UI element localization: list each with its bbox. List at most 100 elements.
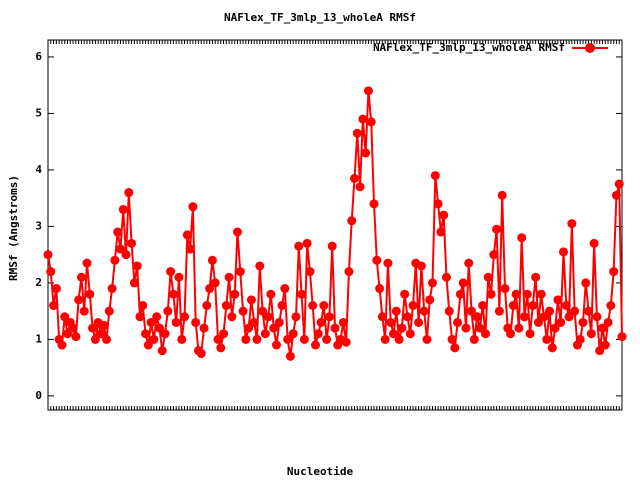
- data-point: [191, 317, 201, 327]
- data-point: [609, 267, 619, 277]
- data-point: [433, 199, 443, 209]
- data-point: [299, 334, 309, 344]
- data-point: [49, 300, 59, 310]
- data-point: [402, 312, 412, 322]
- data-point: [511, 289, 521, 299]
- data-point: [221, 300, 231, 310]
- data-point: [102, 334, 112, 344]
- data-point: [584, 306, 594, 316]
- data-point: [542, 334, 552, 344]
- data-point: [480, 329, 490, 339]
- data-point: [603, 317, 613, 327]
- data-point: [428, 278, 438, 288]
- data-point: [71, 332, 81, 342]
- data-point: [414, 317, 424, 327]
- data-point: [99, 320, 109, 330]
- data-point: [586, 329, 596, 339]
- data-point: [291, 312, 301, 322]
- data-point: [441, 272, 451, 282]
- data-point: [141, 329, 151, 339]
- data-point: [617, 332, 627, 342]
- data-point: [469, 334, 479, 344]
- data-point: [489, 250, 499, 260]
- data-point: [525, 329, 535, 339]
- y-tick-label: 1: [35, 332, 42, 345]
- data-point: [517, 233, 527, 243]
- data-point: [400, 289, 410, 299]
- data-point: [531, 272, 541, 282]
- data-point: [324, 312, 334, 322]
- data-point: [182, 230, 192, 240]
- data-point: [68, 323, 78, 333]
- data-point: [464, 258, 474, 268]
- data-point: [444, 306, 454, 316]
- data-point: [135, 312, 145, 322]
- y-tick-label: 6: [35, 50, 42, 63]
- data-point: [224, 272, 234, 282]
- data-point: [322, 334, 332, 344]
- data-point: [600, 340, 610, 350]
- data-point: [338, 317, 348, 327]
- data-point: [260, 329, 270, 339]
- data-point: [567, 219, 577, 229]
- data-point: [369, 199, 379, 209]
- plot-frame: [47, 39, 623, 411]
- data-point: [533, 317, 543, 327]
- data-point: [425, 295, 435, 305]
- data-point: [213, 334, 223, 344]
- data-point: [408, 300, 418, 310]
- data-point: [43, 250, 53, 260]
- data-point: [522, 289, 532, 299]
- data-point: [74, 295, 84, 305]
- data-point: [249, 317, 259, 327]
- data-point: [90, 334, 100, 344]
- data-point: [199, 323, 209, 333]
- data-point: [210, 278, 220, 288]
- data-point: [394, 334, 404, 344]
- data-point: [461, 323, 471, 333]
- data-point: [104, 306, 114, 316]
- data-point: [380, 334, 390, 344]
- data-point: [113, 227, 123, 237]
- data-point: [497, 190, 507, 200]
- data-point: [486, 289, 496, 299]
- data-point: [308, 300, 318, 310]
- data-line: [47, 90, 623, 357]
- data-point: [344, 267, 354, 277]
- y-tick-label: 3: [35, 219, 42, 232]
- data-point: [363, 86, 373, 96]
- data-point: [85, 289, 95, 299]
- data-point: [472, 312, 482, 322]
- data-point: [581, 278, 591, 288]
- data-point: [163, 306, 173, 316]
- data-point: [494, 306, 504, 316]
- data-point: [174, 272, 184, 282]
- data-point: [347, 216, 357, 226]
- data-point: [160, 329, 170, 339]
- data-point: [252, 334, 262, 344]
- data-point: [285, 351, 295, 361]
- data-point: [280, 284, 290, 294]
- data-point: [202, 300, 212, 310]
- data-point: [63, 329, 73, 339]
- data-point: [375, 284, 385, 294]
- data-point: [149, 334, 159, 344]
- data-point: [419, 306, 429, 316]
- data-point: [514, 323, 524, 333]
- data-point: [439, 210, 449, 220]
- data-point: [372, 255, 382, 265]
- data-point: [157, 346, 167, 356]
- data-point: [595, 346, 605, 356]
- data-point: [578, 317, 588, 327]
- data-point: [219, 329, 229, 339]
- data-point: [397, 323, 407, 333]
- y-tick-label: 0: [35, 389, 42, 402]
- data-point: [177, 334, 187, 344]
- data-point: [355, 182, 365, 192]
- data-point: [539, 312, 549, 322]
- data-point: [416, 261, 426, 271]
- data-point: [564, 312, 574, 322]
- data-point: [589, 238, 599, 248]
- data-point: [274, 317, 284, 327]
- data-point: [386, 317, 396, 327]
